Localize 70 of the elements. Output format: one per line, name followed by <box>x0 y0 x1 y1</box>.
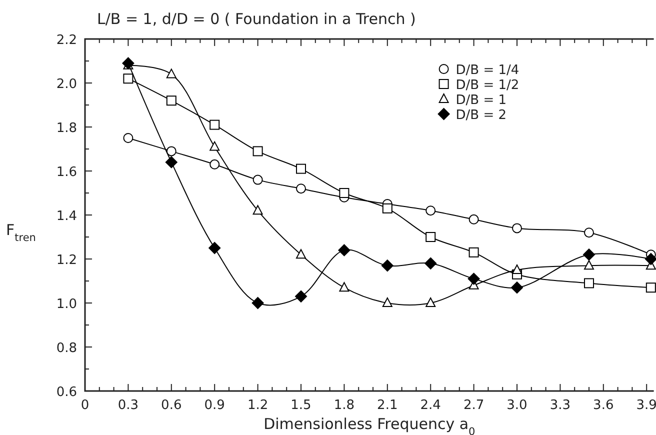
x-tick-label: 0.6 <box>161 398 182 413</box>
point <box>468 247 479 258</box>
point <box>338 244 350 256</box>
x-tick-label: 2.1 <box>377 398 398 413</box>
point <box>511 282 523 294</box>
x-tick-label: 3.0 <box>506 398 528 413</box>
y-tick-label: 0.8 <box>56 341 77 356</box>
point <box>512 223 522 234</box>
point <box>426 232 436 242</box>
point <box>123 74 134 84</box>
x-tick-label: 1.5 <box>290 398 312 413</box>
point <box>210 120 220 130</box>
point <box>295 290 307 302</box>
point <box>208 242 221 254</box>
point <box>252 174 263 185</box>
point <box>166 68 176 78</box>
point <box>583 248 595 261</box>
point <box>165 156 178 168</box>
point <box>210 141 220 151</box>
y-tick-label: 2.0 <box>56 77 77 92</box>
x-tick-label: 0 <box>80 398 90 413</box>
point <box>584 278 594 288</box>
point <box>512 264 522 274</box>
legend-label: D/B = 1/2 <box>456 78 520 93</box>
y-tick-label: 1.6 <box>56 165 77 180</box>
point <box>166 96 176 106</box>
point <box>382 298 392 307</box>
point <box>296 184 306 194</box>
legend-label: D/B = 1 <box>456 93 507 108</box>
point <box>584 228 594 238</box>
point <box>468 272 480 285</box>
point <box>123 133 134 143</box>
chart-title: L/B = 1, d/D = 0 ( Foundation in a Trench ) <box>97 10 416 28</box>
x-tick-label: 3.9 <box>636 398 656 413</box>
y-tick-label: 0.6 <box>56 385 77 400</box>
point <box>646 282 656 293</box>
point <box>296 249 306 259</box>
point <box>644 253 656 265</box>
point <box>381 260 394 272</box>
y-axis-title: F$_{tren}$ <box>6 221 36 244</box>
point <box>252 205 263 215</box>
x-tick-label: 2.4 <box>420 398 441 413</box>
point <box>339 282 350 292</box>
legend-label: D/B = 1/4 <box>456 63 520 78</box>
point <box>424 257 437 270</box>
x-tick-label: 0.3 <box>118 398 139 413</box>
point <box>166 146 176 156</box>
x-tick-label: 2.7 <box>463 398 484 413</box>
point <box>339 188 350 198</box>
x-tick-label: 1.2 <box>247 398 268 413</box>
point <box>426 298 436 307</box>
y-tick-label: 2.2 <box>56 33 77 48</box>
point <box>426 206 436 216</box>
point <box>210 159 220 170</box>
x-axis-title: Dimensionless Frequency a$_{0}$ <box>264 415 476 435</box>
point <box>252 146 263 156</box>
point <box>382 203 392 214</box>
x-tick-label: 0.9 <box>204 398 225 413</box>
point <box>584 260 594 270</box>
point <box>252 297 264 309</box>
point <box>468 214 479 224</box>
y-tick-label: 1.8 <box>56 121 77 136</box>
legend-label: D/B = 2 <box>456 108 507 123</box>
x-tick-label: 3.6 <box>593 398 614 413</box>
y-tick-label: 1.4 <box>56 209 77 224</box>
point <box>296 164 306 174</box>
x-tick-label: 3.3 <box>550 398 571 413</box>
x-tick-label: 1.8 <box>334 398 355 413</box>
y-tick-label: 1.0 <box>56 297 77 312</box>
y-tick-label: 1.2 <box>56 253 77 268</box>
